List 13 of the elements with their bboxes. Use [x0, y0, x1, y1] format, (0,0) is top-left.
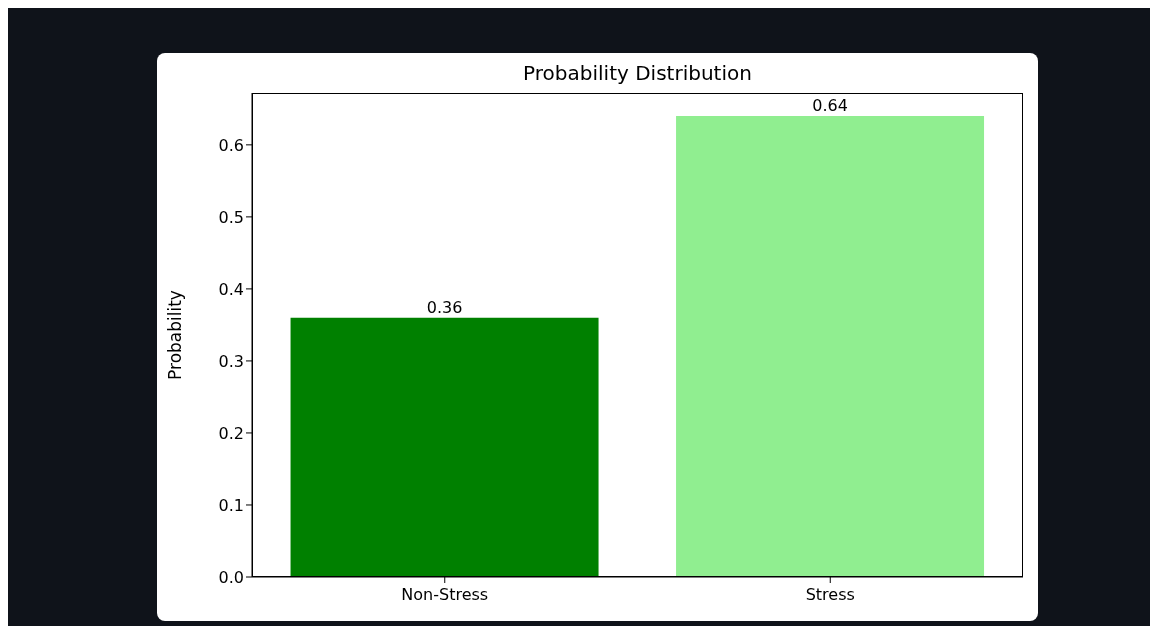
- y-tick-label: 0.3: [218, 351, 244, 371]
- y-tick-label: 0.5: [218, 207, 244, 227]
- data-label: 0.36: [426, 297, 463, 317]
- chart-title: Probability Distribution: [522, 61, 753, 85]
- x-tick-label: Non-Stress: [401, 585, 489, 605]
- y-axis-title: Probability: [165, 290, 186, 380]
- y-tick-label: 0.1: [218, 495, 244, 515]
- y-tick-label: 0.2: [218, 423, 244, 443]
- y-tick-label: 0.4: [218, 279, 244, 299]
- y-tick-label: 0.0: [218, 567, 244, 587]
- x-tick-label: Stress: [805, 585, 855, 605]
- y-tick-label: 0.6: [218, 135, 244, 155]
- data-label: 0.64: [812, 96, 848, 116]
